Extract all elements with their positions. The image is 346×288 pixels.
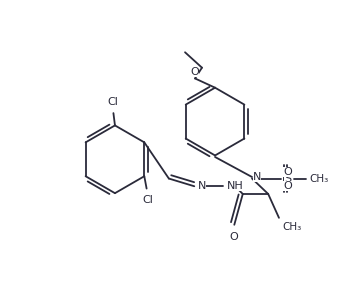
Text: O: O <box>283 167 292 177</box>
Text: O: O <box>229 232 238 242</box>
Text: Cl: Cl <box>107 97 118 107</box>
Text: O: O <box>283 181 292 191</box>
Text: CH₃: CH₃ <box>309 174 328 183</box>
Text: N: N <box>198 181 207 191</box>
Text: O: O <box>190 67 199 77</box>
Text: Cl: Cl <box>142 195 153 205</box>
Text: NH: NH <box>227 181 244 191</box>
Text: CH₃: CH₃ <box>282 222 301 232</box>
Text: N: N <box>253 172 261 182</box>
Text: S: S <box>284 174 291 183</box>
